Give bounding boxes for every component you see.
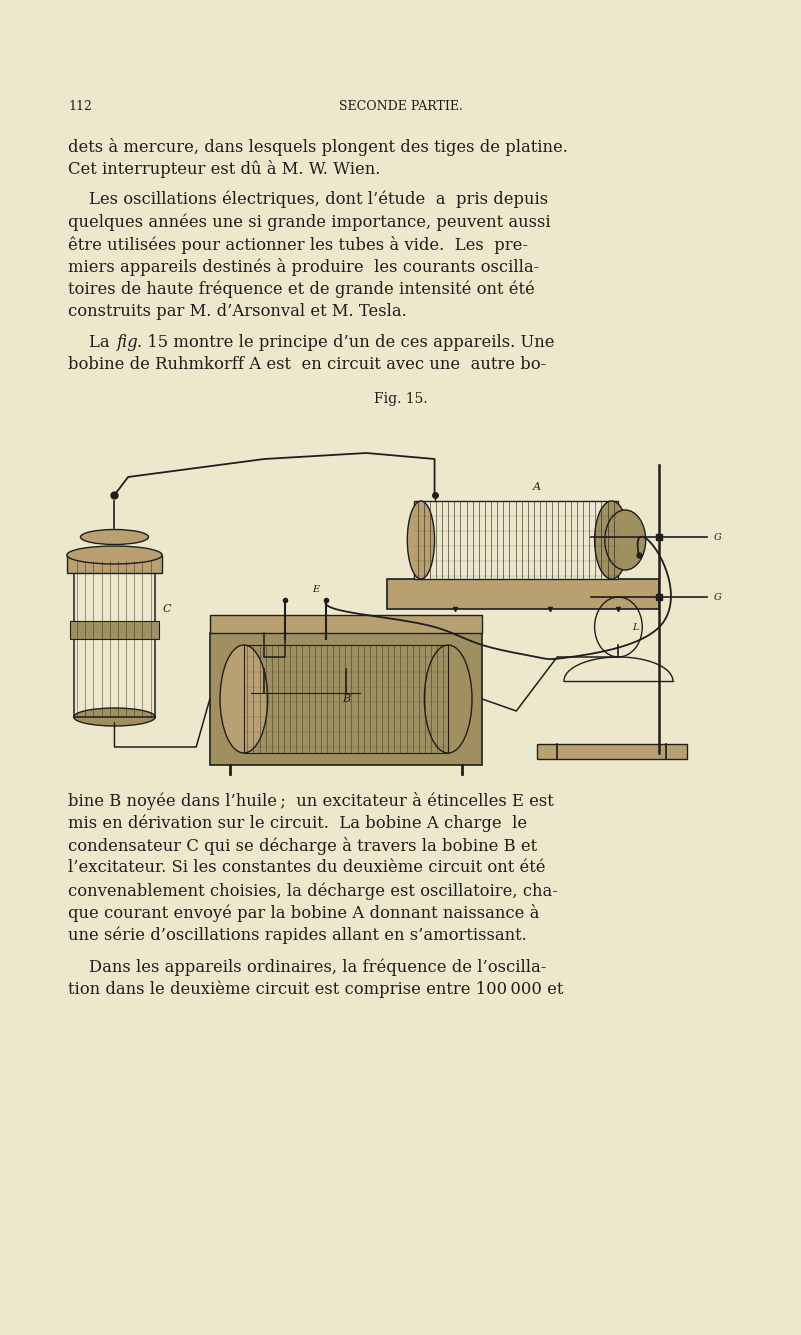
Text: La: La: [68, 334, 115, 351]
Ellipse shape: [220, 645, 268, 753]
Text: A: A: [533, 482, 541, 493]
Ellipse shape: [594, 501, 629, 579]
Text: bobine de Ruhmkorff A est  en circuit avec une  autre bo-: bobine de Ruhmkorff A est en circuit ave…: [68, 356, 546, 374]
Text: Dans les appareils ordinaires, la fréquence de l’oscilla-: Dans les appareils ordinaires, la fréque…: [68, 959, 546, 976]
FancyBboxPatch shape: [210, 633, 482, 765]
Text: E: E: [312, 585, 319, 594]
Text: tion dans le deuxième circuit est comprise entre 100 000 et: tion dans le deuxième circuit est compri…: [68, 981, 563, 999]
Text: toires de haute fréquence et de grande intensité ont été: toires de haute fréquence et de grande i…: [68, 280, 535, 299]
Ellipse shape: [425, 645, 472, 753]
Text: . 15 montre le principe d’un de ces appareils. Une: . 15 montre le principe d’un de ces appa…: [137, 334, 554, 351]
Text: L: L: [632, 622, 638, 631]
Ellipse shape: [605, 510, 646, 570]
FancyBboxPatch shape: [387, 579, 659, 609]
Text: que courant envoyé par la bobine A donnant naissance à: que courant envoyé par la bobine A donna…: [68, 905, 539, 922]
Text: B: B: [342, 694, 350, 704]
FancyBboxPatch shape: [251, 639, 360, 669]
Text: fig: fig: [116, 334, 138, 351]
Text: Cet interrupteur est dû à M. W. Wien.: Cet interrupteur est dû à M. W. Wien.: [68, 160, 380, 179]
FancyBboxPatch shape: [537, 744, 686, 760]
Text: quelques années une si grande importance, peuvent aussi: quelques années une si grande importance…: [68, 214, 550, 231]
FancyBboxPatch shape: [210, 615, 482, 633]
Text: G: G: [714, 533, 722, 542]
Text: être utilisées pour actionner les tubes à vide.  Les  pre-: être utilisées pour actionner les tubes …: [68, 236, 528, 254]
Text: convenablement choisies, la décharge est oscillatoire, cha-: convenablement choisies, la décharge est…: [68, 882, 557, 900]
Text: miers appareils destinés à produire  les courants oscilla-: miers appareils destinés à produire les …: [68, 259, 539, 276]
Text: C: C: [162, 603, 171, 614]
FancyBboxPatch shape: [66, 555, 162, 573]
Text: construits par M. d’Arsonval et M. Tesla.: construits par M. d’Arsonval et M. Tesla…: [68, 303, 407, 320]
Text: bine B noyée dans l’huile ;  un excitateur à étincelles E est: bine B noyée dans l’huile ; un excitateu…: [68, 792, 553, 810]
Text: condensateur C qui se décharge à travers la bobine B et: condensateur C qui se décharge à travers…: [68, 837, 537, 854]
Ellipse shape: [74, 708, 155, 726]
Text: Fig. 15.: Fig. 15.: [374, 392, 427, 406]
Text: G: G: [714, 593, 722, 602]
Text: une série d’oscillations rapides allant en s’amortissant.: une série d’oscillations rapides allant …: [68, 926, 527, 944]
Text: l’excitateur. Si les constantes du deuxième circuit ont été: l’excitateur. Si les constantes du deuxi…: [68, 860, 545, 877]
FancyBboxPatch shape: [70, 621, 159, 639]
Text: SECONDE PARTIE.: SECONDE PARTIE.: [339, 100, 462, 113]
Ellipse shape: [408, 501, 435, 579]
FancyBboxPatch shape: [414, 501, 618, 579]
Text: Les oscillations électriques, dont l’étude  a  pris depuis: Les oscillations électriques, dont l’étu…: [68, 191, 548, 208]
Ellipse shape: [80, 530, 148, 545]
Text: mis en dérivation sur le circuit.  La bobine A charge  le: mis en dérivation sur le circuit. La bob…: [68, 814, 527, 832]
Text: dets à mercure, dans lesquels plongent des tiges de platine.: dets à mercure, dans lesquels plongent d…: [68, 138, 568, 156]
Ellipse shape: [66, 546, 162, 563]
Text: 112: 112: [68, 100, 92, 113]
